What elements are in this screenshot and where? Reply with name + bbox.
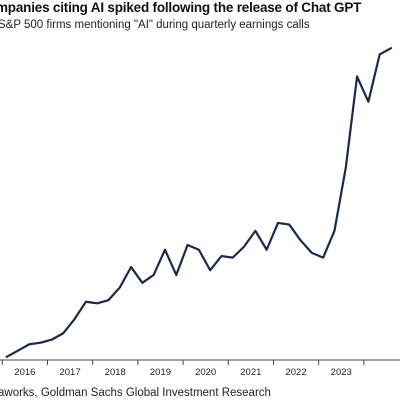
- series-line: [5, 47, 393, 358]
- data-point: [118, 286, 121, 289]
- data-point: [152, 274, 155, 276]
- data-point: [231, 256, 234, 259]
- x-tick-label: 2020: [195, 367, 216, 378]
- data-point: [243, 245, 245, 248]
- data-point: [186, 244, 189, 246]
- x-tick-label: 2017: [59, 367, 80, 378]
- data-point: [220, 255, 223, 257]
- data-point: [164, 248, 166, 251]
- data-point: [39, 341, 42, 344]
- data-point: [62, 332, 65, 335]
- x-axis-tick-labels: 2016 2017 2018 2019 2020 2021 2022 2023: [14, 367, 352, 378]
- x-axis-ticks: [1, 360, 365, 365]
- data-point: [85, 300, 87, 303]
- data-point: [96, 302, 98, 305]
- x-tick-label: 2019: [150, 367, 171, 378]
- data-point: [265, 248, 268, 251]
- data-point: [288, 223, 291, 226]
- data-point: [17, 349, 19, 352]
- x-tick-label: 2018: [105, 367, 126, 378]
- data-point: [28, 343, 31, 346]
- x-tick-label: 2023: [331, 367, 352, 378]
- data-point: [367, 100, 370, 103]
- data-point: [311, 252, 313, 254]
- data-point: [5, 356, 8, 358]
- data-point: [333, 230, 336, 232]
- data-point: [344, 167, 347, 169]
- data-point: [322, 256, 324, 259]
- x-tick-label: 2016: [14, 367, 35, 378]
- data-point: [277, 222, 279, 224]
- data-point: [390, 47, 392, 49]
- data-point: [175, 274, 178, 276]
- x-tick-label: 2022: [285, 367, 306, 378]
- data-point: [107, 299, 110, 301]
- data-point: [378, 53, 381, 56]
- data-point: [51, 338, 53, 341]
- series-group: [5, 47, 393, 358]
- chart-subtitle: S&P 500 firms mentioning "AI" during qua…: [0, 19, 310, 31]
- chart-title: mpanies citing AI spiked following the r…: [0, 0, 362, 15]
- data-point: [356, 75, 358, 78]
- data-point: [209, 269, 211, 272]
- data-point: [198, 248, 200, 251]
- data-point: [130, 266, 132, 268]
- data-point: [141, 282, 144, 284]
- x-tick-label: 2021: [240, 367, 261, 378]
- data-point: [73, 318, 76, 320]
- data-point: [299, 239, 302, 242]
- chart-source: aworks, Goldman Sachs Global Investment …: [0, 387, 271, 399]
- data-point: [254, 230, 257, 232]
